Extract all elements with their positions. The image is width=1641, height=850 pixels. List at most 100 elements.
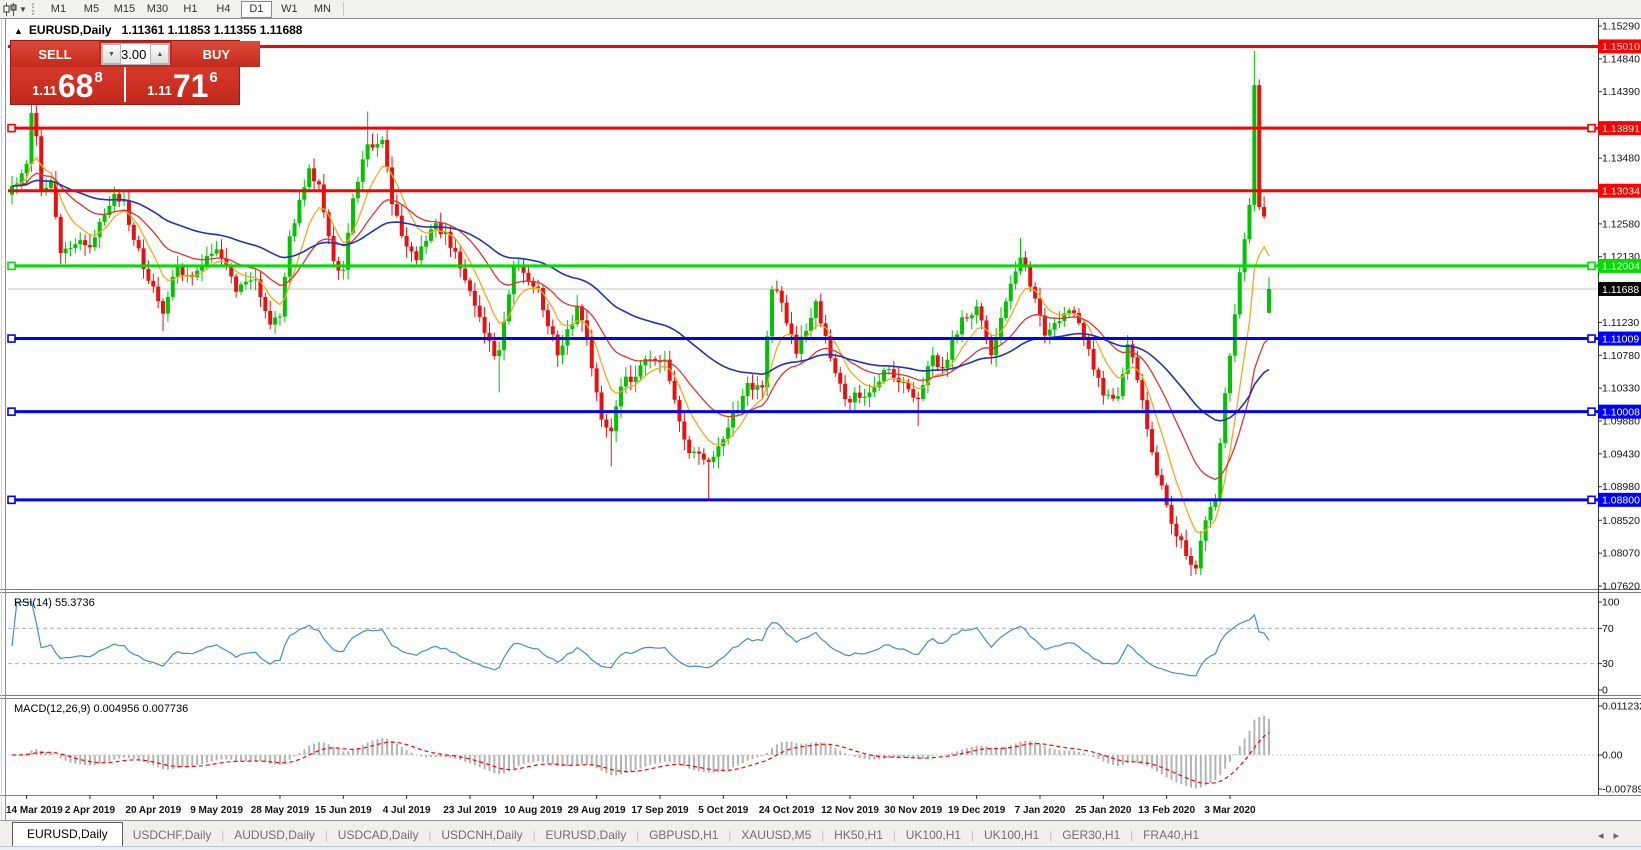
horizontal-line-1.08800[interactable] xyxy=(7,495,1598,505)
buy-price-panel[interactable]: 1.11 71 6 xyxy=(126,67,239,102)
svg-text:1.15290: 1.15290 xyxy=(1602,21,1640,33)
timeframe-buttons: M1 M5 M15 M30 H1 H4 D1 W1 MN xyxy=(42,0,339,18)
buy-button[interactable]: BUY xyxy=(172,41,261,67)
chart-tab-9[interactable]: UK100,H1 xyxy=(905,828,962,842)
chart-tab-4[interactable]: USDCNH,Daily xyxy=(441,828,523,842)
svg-text:1.10008: 1.10008 xyxy=(1602,406,1640,418)
tab-separator: | xyxy=(892,830,896,842)
ohlc-values: 1.11361 1.11853 1.11355 1.11688 xyxy=(121,23,303,37)
svg-text:23 Jul 2019: 23 Jul 2019 xyxy=(443,805,497,816)
svg-text:1.13034: 1.13034 xyxy=(1602,186,1640,198)
svg-text:29 Aug 2019: 29 Aug 2019 xyxy=(568,805,626,816)
chart-tab-bar: EURUSD,Daily USDCHF,Daily | AUDUSD,Daily | US… xyxy=(0,820,1641,847)
price-label-1.10008: 1.10008 xyxy=(1598,404,1641,419)
sell-price-main: 68 xyxy=(57,68,94,104)
chart-tab-8[interactable]: HK50,H1 xyxy=(834,828,883,842)
svg-text:3 Mar 2020: 3 Mar 2020 xyxy=(1204,805,1256,816)
svg-text:1.10780: 1.10780 xyxy=(1602,350,1640,362)
chevron-down-icon[interactable]: ▼ xyxy=(19,4,27,14)
tab-separator: | xyxy=(324,830,328,842)
sell-price-pip: 8 xyxy=(94,69,103,86)
chart-tab-10[interactable]: UK100,H1 xyxy=(983,828,1040,842)
one-click-trading-panel: SELL ▼ 3.00 ▲ BUY 1.11 68 8 1.11 71 6 xyxy=(10,40,261,105)
svg-text:4 Jul 2019: 4 Jul 2019 xyxy=(383,805,431,816)
svg-text:70: 70 xyxy=(1602,623,1614,635)
svg-text:1.08800: 1.08800 xyxy=(1602,495,1640,507)
tab-separator: | xyxy=(1049,830,1053,842)
price-label-1.13891: 1.13891 xyxy=(1598,121,1641,136)
svg-text:1.08520: 1.08520 xyxy=(1602,515,1640,527)
tab-separator: | xyxy=(428,830,432,842)
horizontal-line-1.10008[interactable] xyxy=(7,407,1598,416)
svg-text:1.12004: 1.12004 xyxy=(1602,261,1640,273)
svg-text:100: 100 xyxy=(1602,597,1620,609)
rsi-pane: 100 70 30 0 xyxy=(8,597,1620,697)
tab-separator: | xyxy=(532,830,536,842)
svg-text:25 Jan 2020: 25 Jan 2020 xyxy=(1075,805,1132,816)
sell-button[interactable]: SELL xyxy=(11,41,99,67)
timeframe-button-D1[interactable]: D1 xyxy=(240,0,272,18)
timeframe-button-W1[interactable]: W1 xyxy=(281,2,298,15)
svg-text:1.10330: 1.10330 xyxy=(1602,383,1640,395)
chart-tab-5[interactable]: EURUSD,Daily xyxy=(545,828,627,842)
timeframe-button-M15[interactable]: M15 xyxy=(113,2,136,15)
horizontal-line-1.13891[interactable] xyxy=(7,123,1598,133)
svg-text:1.15010: 1.15010 xyxy=(1602,41,1640,53)
buy-price-prefix: 1.11 xyxy=(147,83,172,98)
candlestick-chart-icon xyxy=(3,2,17,16)
svg-text:1.08980: 1.08980 xyxy=(1602,481,1640,493)
tab-separator: | xyxy=(728,830,732,842)
rsi-indicator-label: RSI(14) 55.3736 xyxy=(14,597,95,609)
price-label-1.08800: 1.08800 xyxy=(1598,492,1641,507)
timeframe-button-MN[interactable]: MN xyxy=(313,2,331,15)
price-label-1.11009: 1.11009 xyxy=(1598,331,1641,346)
sell-price-prefix: 1.11 xyxy=(32,83,57,98)
tab-scroll-arrows[interactable]: ◂▸ xyxy=(1597,830,1629,842)
chart-tab-11[interactable]: GER30,H1 xyxy=(1062,828,1121,842)
tab-separator: | xyxy=(971,830,974,842)
svg-text:15 Jun 2019: 15 Jun 2019 xyxy=(315,805,372,816)
svg-text:1.14390: 1.14390 xyxy=(1602,86,1640,98)
chart-header: ▲ EURUSD,Daily 1.11361 1.11853 1.11355 1.1… xyxy=(14,23,302,37)
chart-type-button[interactable]: ▼ xyxy=(0,1,30,17)
volume-decrease-button[interactable]: ▼ xyxy=(102,44,121,64)
svg-text:1.12580: 1.12580 xyxy=(1602,218,1640,230)
chart-tab-6[interactable]: GBPUSD,H1 xyxy=(649,828,719,842)
chart-tab-1[interactable]: USDCHF,Daily xyxy=(132,828,212,842)
chart-tab-7[interactable]: XAUUSD,M5 xyxy=(741,828,812,842)
moving-average-55 xyxy=(11,179,1270,422)
volume-increase-button[interactable]: ▲ xyxy=(150,44,170,64)
svg-text:5 Oct 2019: 5 Oct 2019 xyxy=(698,805,748,816)
timeframe-button-H1[interactable]: H1 xyxy=(183,2,198,15)
collapse-panel-icon[interactable]: ▲ xyxy=(14,26,23,36)
svg-text:30: 30 xyxy=(1602,658,1614,670)
price-label-1.12004: 1.12004 xyxy=(1598,258,1641,273)
svg-text:0: 0 xyxy=(1602,685,1608,697)
macd-pane: 0.011232 0.00 -0.007894 xyxy=(8,701,1641,796)
status-bar xyxy=(0,846,1641,850)
sell-price-panel[interactable]: 1.11 68 8 xyxy=(11,67,126,102)
svg-text:1.13891: 1.13891 xyxy=(1602,123,1640,135)
timeframe-button-M30[interactable]: M30 xyxy=(146,2,169,15)
timeframe-button-M5[interactable]: M5 xyxy=(83,2,100,15)
price-axis[interactable]: 1.152901.148401.143901.134801.125801.121… xyxy=(1598,21,1641,593)
tab-separator: | xyxy=(221,830,225,842)
svg-text:24 Oct 2019: 24 Oct 2019 xyxy=(759,805,815,816)
timeframe-button-M1[interactable]: M1 xyxy=(50,2,67,15)
chart-tab-3[interactable]: USDCAD,Daily xyxy=(337,828,419,842)
svg-text:0.00: 0.00 xyxy=(1602,750,1623,762)
toolbar-grip-handle[interactable] xyxy=(31,3,37,15)
chart-tab-12[interactable]: FRA40,H1 xyxy=(1143,828,1200,842)
horizontal-line-1.11009[interactable] xyxy=(7,334,1598,343)
chart-tab-2[interactable]: AUDUSD,Daily xyxy=(234,828,315,842)
timeframe-button-H4[interactable]: H4 xyxy=(216,2,231,15)
horizontal-line-1.12004[interactable] xyxy=(7,261,1598,271)
chart-tab-0[interactable]: EURUSD,Daily xyxy=(12,822,123,847)
svg-text:20 Apr 2019: 20 Apr 2019 xyxy=(125,805,181,816)
svg-text:13 Feb 2020: 13 Feb 2020 xyxy=(1138,805,1195,816)
date-axis[interactable]: 14 Mar 2019 2 Apr 2019 20 Apr 2019 9 May 20… xyxy=(6,795,1256,816)
volume-field[interactable]: 3.00 xyxy=(121,44,151,64)
svg-text:14 Mar 2019: 14 Mar 2019 xyxy=(6,805,63,816)
